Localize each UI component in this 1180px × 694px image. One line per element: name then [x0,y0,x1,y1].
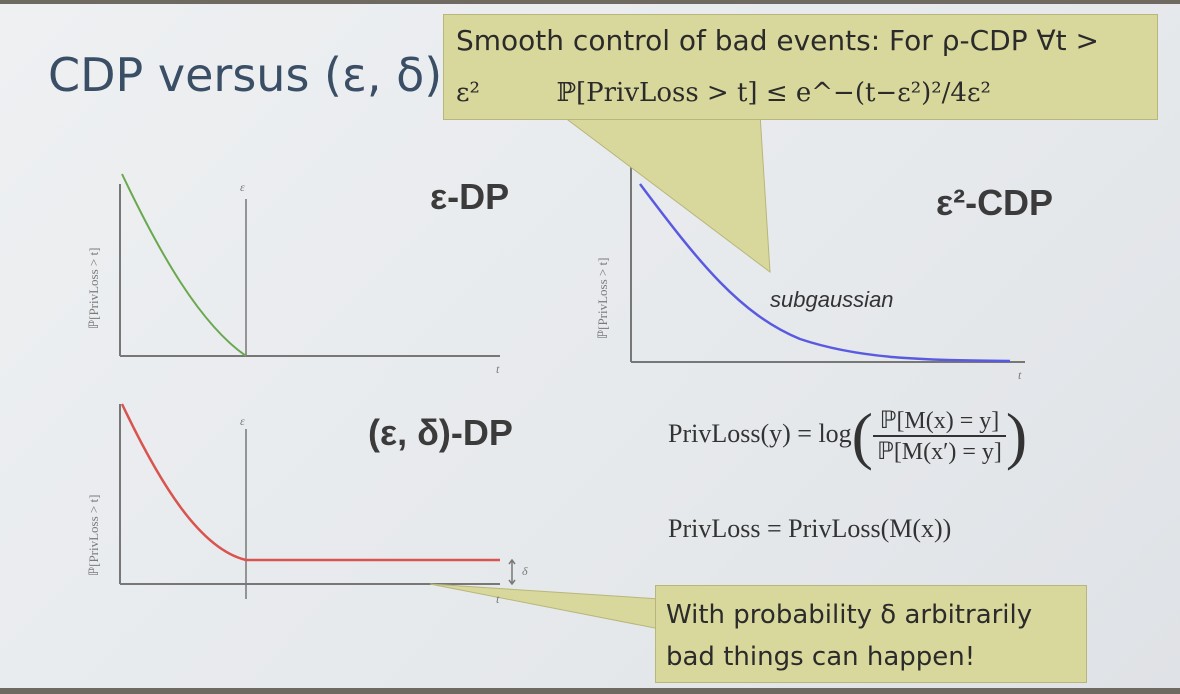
callout-top-eps2: ε² [456,78,480,108]
privloss-definition: PrivLoss = PrivLoss(M(x)) [668,514,952,543]
callout-top-line2: ε² ℙ[PrivLoss > t] ≤ e^−(t−ε²)²/4ε² [456,67,1145,119]
cdp-curve [639,183,1011,363]
eps-dp-t-tick: t [496,362,500,376]
eps-delta-curve [120,403,500,562]
privloss-formula: PrivLoss(y) = log(ℙ[M(x) = y] ℙ[M(x′) = y… [668,400,1028,471]
delta-tick: δ [522,564,528,578]
privloss-denominator: ℙ[M(x′) = y] [876,439,1002,465]
callout-top-formula: ℙ[PrivLoss > t] ≤ e^−(t−ε²)²/4ε² [556,78,991,108]
slide-title: CDP versus (ε, δ)- [48,48,459,102]
privloss-lhs: PrivLoss(y) = log [668,418,852,448]
slide: CDP versus (ε, δ)- ε-DP ℙ[PrivLoss > t] … [0,4,1180,688]
subgaussian-label: subgaussian [770,287,894,312]
callout-bottom-line1: With probability δ arbitrarily [666,600,1033,630]
callout-bottom-pointer [429,583,661,630]
callout-top-pointer [558,113,771,274]
privloss-numerator: ℙ[M(x) = y] [872,406,1006,437]
cdp-title: ε²-CDP [936,182,1054,223]
callout-bad-things: With probability δ arbitrarily bad thing… [655,585,1087,683]
callout-bottom-line2: bad things can happen! [666,642,976,672]
eps-delta-ylabel: ℙ[PrivLoss > t] [86,494,101,576]
eps-dp-ylabel: ℙ[PrivLoss > t] [86,247,101,329]
eps-delta-eps-tick: ε [240,414,245,428]
cdp-ylabel: ℙ[PrivLoss > t] [595,257,610,339]
callout-top-line1: Smooth control of bad events: For ρ-CDP … [456,24,1099,57]
eps-delta-t-tick: t [496,592,500,606]
eps-dp-eps-tick: ε [240,180,245,194]
eps-dp-curve [121,173,247,357]
callout-smooth-control: Smooth control of bad events: For ρ-CDP … [443,14,1158,120]
eps-dp-title: ε-DP [430,176,510,217]
eps-delta-title: (ε, δ)-DP [368,412,513,453]
plots-canvas [119,113,1025,630]
cdp-t-tick: t [1018,368,1022,382]
